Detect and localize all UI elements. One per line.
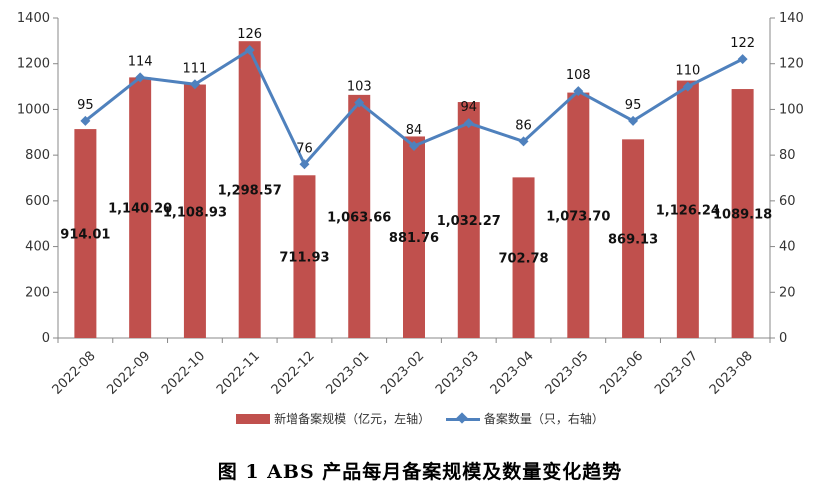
bar [731, 89, 754, 338]
bar [238, 41, 261, 339]
y-left-tick-label: 200 [25, 285, 50, 300]
line-data-label: 84 [406, 123, 423, 138]
bar-data-label: 1,298.57 [218, 184, 282, 199]
bar-data-label: 1,032.27 [437, 214, 501, 229]
line-data-label: 95 [77, 98, 94, 113]
y-right-tick-label: 140 [779, 11, 804, 26]
x-tick-label: 2023-05 [543, 349, 592, 398]
line-data-label: 86 [515, 118, 532, 133]
legend-item-line: 备案数量（只，右轴） [445, 410, 604, 427]
bar-data-label: 1089.18 [713, 208, 772, 223]
line-marker [80, 115, 91, 126]
bar-data-label: 1,063.66 [327, 210, 391, 225]
legend-bar-swatch [236, 413, 271, 424]
bar [676, 80, 699, 338]
line-data-label: 122 [730, 36, 755, 51]
bar [293, 175, 316, 338]
y-right-tick-label: 120 [779, 57, 804, 72]
bar-data-label: 881.76 [389, 231, 439, 246]
y-right-tick-label: 60 [779, 194, 796, 209]
legend-line-swatch [445, 414, 480, 424]
line-marker [189, 79, 200, 90]
bar-data-label: 914.01 [60, 228, 110, 243]
x-tick-label: 2022-08 [50, 349, 99, 398]
line-data-label: 103 [347, 80, 372, 95]
line-data-label: 111 [183, 61, 208, 76]
line-marker [135, 72, 146, 83]
bar-data-label: 1,108.93 [163, 205, 227, 220]
bar [622, 139, 645, 338]
bar [512, 177, 535, 338]
x-tick-label: 2023-07 [652, 349, 701, 398]
y-right-tick-label: 20 [779, 285, 796, 300]
line-marker [299, 159, 310, 170]
line-data-label: 108 [566, 68, 591, 83]
line-data-label: 76 [296, 141, 313, 156]
y-right-tick-label: 100 [779, 102, 804, 117]
x-tick-label: 2023-06 [597, 349, 646, 398]
bar-data-label: 869.13 [608, 233, 658, 248]
line-data-label: 94 [460, 100, 477, 115]
line-marker [354, 97, 365, 108]
line-marker [518, 136, 529, 147]
y-left-tick-label: 1000 [17, 102, 50, 117]
line-marker [682, 81, 693, 92]
x-tick-label: 2023-03 [433, 349, 482, 398]
bar-data-label: 1,126.24 [656, 203, 720, 218]
x-tick-label: 2023-01 [323, 349, 372, 398]
y-left-tick-label: 600 [25, 194, 50, 209]
line-marker [409, 141, 419, 151]
x-tick-label: 2022-11 [214, 349, 263, 398]
line-data-label: 114 [128, 54, 153, 69]
bar [348, 94, 371, 338]
x-tick-label: 2022-10 [159, 349, 208, 398]
legend-bar-label: 新增备案规模（亿元，左轴） [274, 412, 431, 426]
legend-item-bar: 新增备案规模（亿元，左轴） [236, 410, 430, 427]
y-left-tick-label: 0 [42, 331, 50, 346]
y-right-tick-label: 40 [779, 240, 796, 255]
line-marker [628, 115, 639, 126]
line-data-label: 126 [237, 27, 262, 42]
x-tick-label: 2023-08 [707, 349, 756, 398]
y-right-tick-label: 80 [779, 148, 796, 163]
x-tick-label: 2023-02 [378, 349, 427, 398]
bar-data-label: 711.93 [279, 251, 329, 266]
bar-data-label: 702.78 [498, 252, 548, 267]
y-left-tick-label: 800 [25, 148, 50, 163]
y-left-tick-label: 400 [25, 240, 50, 255]
line-data-label: 95 [625, 98, 642, 113]
y-right-tick-label: 0 [779, 331, 787, 346]
line-marker [463, 118, 474, 129]
line-marker [737, 54, 748, 65]
chart-area: 0 200 400 600 800 1000 1200 1400 0 20 40 60 80 100 120… [17, 11, 804, 398]
y-left-tick-label: 1400 [17, 11, 50, 26]
figure-caption: 图 1 ABS 产品每月备案规模及数量变化趋势 [217, 461, 623, 483]
legend-line-label: 备案数量（只，右轴） [483, 412, 604, 426]
bar [129, 77, 152, 338]
legend: 新增备案规模（亿元，左轴） 备案数量（只，右轴） [0, 410, 840, 427]
x-tick-label: 2022-12 [269, 349, 318, 398]
y-left-tick-label: 1200 [17, 57, 50, 72]
line-marker [244, 45, 255, 55]
bar [403, 136, 425, 338]
bar [567, 92, 590, 338]
bar-data-label: 1,073.70 [546, 209, 610, 224]
line-marker [573, 86, 584, 97]
combo-chart: 0 200 400 600 800 1000 1200 1400 0 20 40 60 80 100 120… [17, 11, 804, 398]
bar [457, 102, 480, 338]
bar [74, 129, 97, 338]
x-tick-label: 2022-09 [104, 349, 153, 398]
bar-data-label: 1,140.20 [108, 202, 172, 217]
x-tick-label: 2023-04 [488, 349, 537, 398]
line-data-label: 110 [675, 64, 700, 79]
bar [183, 84, 206, 338]
